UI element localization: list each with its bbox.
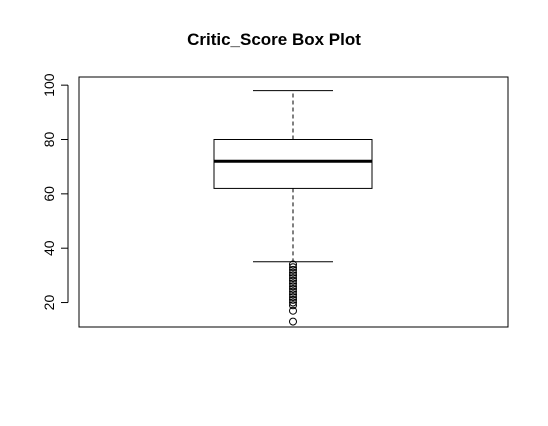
y-tick-label-20: 20	[41, 295, 57, 311]
outlier-point-11	[289, 290, 297, 299]
outlier-point-16	[289, 306, 297, 315]
outlier-point-4	[289, 271, 297, 280]
outlier-point-13	[289, 295, 297, 304]
plot-frame	[78, 76, 509, 328]
outlier-point-10	[289, 287, 297, 296]
y-tick-label-100: 100	[41, 73, 57, 97]
y-tick-label-40: 40	[41, 240, 57, 256]
y-tick-label-60: 60	[41, 186, 57, 202]
outlier-point-9	[289, 284, 297, 293]
outlier-point-8	[289, 282, 297, 291]
interquartile-box	[213, 139, 373, 189]
outlier-point-2	[289, 265, 297, 274]
y-tick-label-80: 80	[41, 132, 57, 148]
outlier-point-1	[289, 263, 297, 272]
box-plot-marks	[213, 90, 373, 326]
outlier-point-6	[289, 276, 297, 285]
chart-title: Critic_Score Box Plot	[187, 30, 361, 49]
outlier-point-17	[289, 317, 297, 326]
outlier-point-3	[289, 268, 297, 277]
outlier-point-0	[289, 260, 297, 269]
outlier-point-12	[289, 293, 297, 302]
y-axis: 20 40 60 80 100	[41, 73, 69, 311]
outlier-point-7	[289, 279, 297, 288]
outlier-point-14	[289, 298, 297, 307]
outlier-point-5	[289, 274, 297, 283]
outlier-point-15	[289, 301, 297, 310]
